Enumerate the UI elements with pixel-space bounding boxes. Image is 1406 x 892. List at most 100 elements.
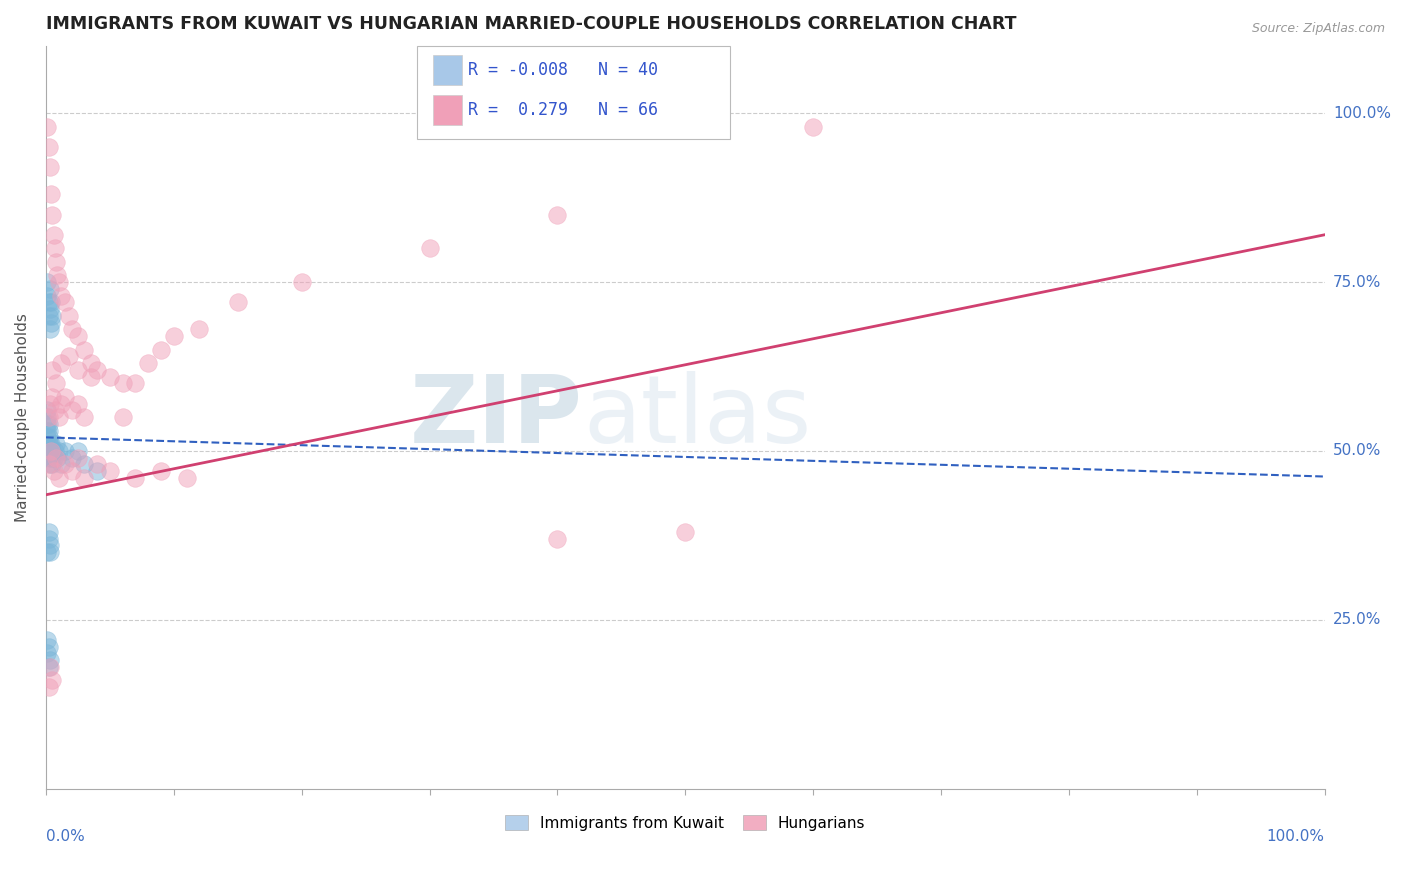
Point (66, 363, 89, 377)
Point (46, 450, 69, 465)
Point (45, 437, 67, 451)
Point (38, 443, 60, 458)
Point (39, 443, 62, 458)
Point (73, 471, 96, 485)
Point (37, 410, 59, 425)
Text: IMMIGRANTS FROM KUWAIT VS HUNGARIAN MARRIED-COUPLE HOUSEHOLDS CORRELATION CHART: IMMIGRANTS FROM KUWAIT VS HUNGARIAN MARR… (46, 15, 1017, 33)
Point (38, 309, 60, 323)
Point (38, 282, 60, 296)
Point (37, 120, 59, 134)
Point (673, 524, 696, 539)
Point (38, 545, 60, 559)
Point (41, 363, 63, 377)
Point (37, 275, 59, 289)
Text: 25.0%: 25.0% (1333, 612, 1381, 627)
Point (48, 275, 70, 289)
Point (38, 524, 60, 539)
Point (60, 403, 83, 417)
Point (546, 532, 568, 546)
Point (38, 430, 60, 444)
Point (73, 343, 96, 357)
Point (38, 653, 60, 667)
Point (38, 322, 60, 336)
Text: R = -0.008   N = 40: R = -0.008 N = 40 (468, 62, 658, 79)
Point (66, 329, 89, 343)
Point (51, 396, 73, 410)
Point (58, 309, 80, 323)
Text: R =  0.279   N = 66: R = 0.279 N = 66 (468, 102, 658, 120)
Text: ZIP: ZIP (411, 371, 583, 463)
Point (38, 640, 60, 654)
Point (38, 424, 60, 438)
Point (37, 632, 59, 647)
Point (38, 660, 60, 674)
Point (150, 343, 173, 357)
Point (39, 443, 62, 458)
Text: 100.0%: 100.0% (1267, 830, 1324, 845)
Point (41, 458, 63, 472)
Point (60, 450, 83, 465)
Point (48, 471, 70, 485)
Point (38, 532, 60, 546)
Point (38, 410, 60, 425)
Point (60, 322, 83, 336)
Point (38, 538, 60, 552)
Point (39, 437, 62, 451)
Text: Source: ZipAtlas.com: Source: ZipAtlas.com (1251, 22, 1385, 36)
Point (39, 316, 62, 330)
FancyBboxPatch shape (433, 95, 461, 125)
Point (801, 120, 824, 134)
Point (53, 295, 76, 310)
Point (51, 458, 73, 472)
Point (66, 396, 89, 410)
Point (45, 450, 67, 465)
Point (44, 403, 66, 417)
Point (163, 329, 186, 343)
Point (38, 450, 60, 465)
Point (46, 268, 69, 283)
Point (37, 417, 59, 431)
Point (38, 443, 60, 458)
Point (98, 464, 121, 478)
Point (37, 403, 59, 417)
Point (41, 443, 63, 458)
Point (226, 295, 249, 310)
Point (38, 160, 60, 174)
Point (38, 396, 60, 410)
Point (39, 187, 62, 202)
Point (41, 207, 63, 221)
Point (37, 430, 59, 444)
Point (41, 673, 63, 688)
Point (38, 301, 60, 316)
FancyBboxPatch shape (416, 45, 730, 138)
Point (38, 458, 60, 472)
Point (42, 464, 65, 478)
Text: 100.0%: 100.0% (1333, 105, 1391, 120)
Point (53, 458, 76, 472)
Point (111, 410, 134, 425)
Text: 50.0%: 50.0% (1333, 443, 1381, 458)
Y-axis label: Married-couple Households: Married-couple Households (15, 313, 30, 522)
Point (38, 680, 60, 694)
Point (124, 471, 146, 485)
Point (37, 545, 59, 559)
Point (38, 295, 60, 310)
Point (150, 464, 173, 478)
Point (66, 443, 89, 458)
Point (291, 275, 314, 289)
Point (38, 417, 60, 431)
Point (44, 241, 66, 255)
Point (39, 450, 62, 465)
Point (53, 390, 76, 404)
Point (41, 309, 63, 323)
Point (86, 458, 108, 472)
Point (546, 207, 568, 221)
Point (80, 356, 103, 370)
Point (188, 322, 211, 336)
Point (66, 450, 89, 465)
Point (38, 140, 60, 154)
Point (51, 356, 73, 370)
Point (48, 443, 70, 458)
Point (86, 464, 108, 478)
Point (136, 356, 159, 370)
